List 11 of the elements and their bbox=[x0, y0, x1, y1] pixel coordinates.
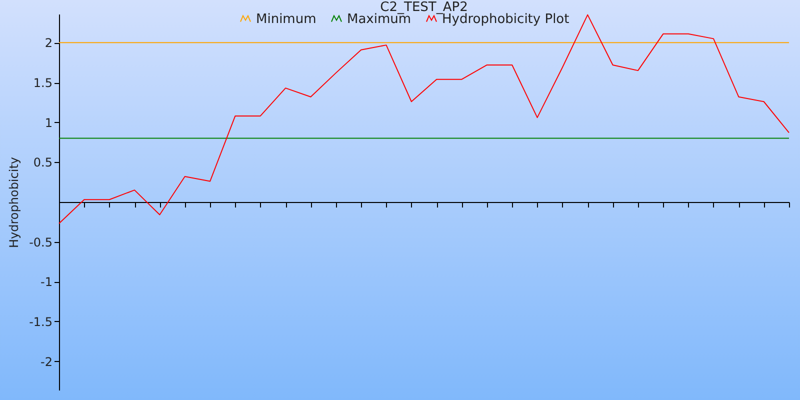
y-tick-label: 1 bbox=[44, 116, 52, 130]
legend-label: Minimum bbox=[256, 12, 316, 27]
y-tick-label: 1.5 bbox=[33, 76, 52, 90]
y-axis-title: Hydrophobicity bbox=[7, 156, 22, 248]
y-tick-label: -1 bbox=[40, 275, 52, 290]
line-series bbox=[58, 14, 790, 224]
y-tick-label: -1.5 bbox=[29, 314, 52, 329]
y-tick-label: 0.5 bbox=[33, 156, 52, 170]
y-tick-label: -2 bbox=[40, 354, 52, 369]
y-tick-label: 2 bbox=[44, 36, 52, 50]
y-tick-label: -0.5 bbox=[29, 235, 52, 250]
